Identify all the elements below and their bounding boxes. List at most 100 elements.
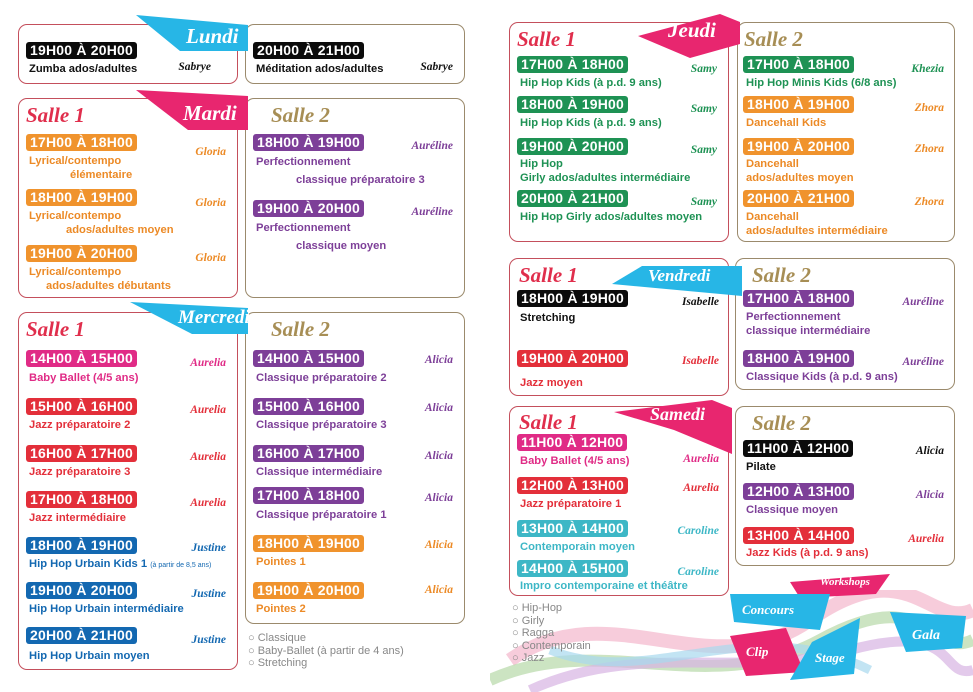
course-name: Perfectionnement <box>256 156 351 168</box>
legend-item: ○ Contemporain <box>512 639 591 652</box>
time-pill: 18H00 À 19H00 <box>26 189 137 206</box>
day-label-jeudi: Jeudi <box>668 18 716 42</box>
room-title: Salle 2 <box>752 411 811 435</box>
time-pill: 17H00 À 18H00 <box>253 487 364 504</box>
time-pill: 16H00 À 17H00 <box>26 445 137 462</box>
teacher-name: Isabelle <box>681 296 719 308</box>
course-level: élémentaire <box>70 169 133 181</box>
room-title: Salle 1 <box>26 103 85 127</box>
course-name: Zumba ados/adultes <box>29 63 138 75</box>
course-name: Jazz moyen <box>520 377 583 389</box>
teacher-name: Alicia <box>424 354 453 366</box>
time-pill: 14H00 À 15H00 <box>26 350 137 367</box>
time-pill: 14H00 À 15H00 <box>517 560 628 577</box>
teacher-name: Justine <box>191 634 226 646</box>
time-pill: 13H00 À 14H00 <box>743 527 854 544</box>
course-name: Classique Kids (à p.d. 9 ans) <box>746 371 898 383</box>
course-name: Classique intermédiaire <box>256 466 383 478</box>
event-flags <box>730 574 966 680</box>
teacher-name: Alicia <box>915 445 944 457</box>
course-name: Dancehall Kids <box>746 117 827 129</box>
teacher-name: Gloria <box>195 197 226 209</box>
time-pill: 18H00 À 19H00 <box>26 537 137 554</box>
day-label-samedi: Samedi <box>650 404 706 424</box>
course-level: ados/adultes intermédiaire <box>746 225 888 237</box>
teacher-name: Auréline <box>902 356 944 368</box>
teacher-name: Isabelle <box>681 355 719 367</box>
course-name: Jazz intermédiaire <box>29 512 127 524</box>
time-pill: 17H00 À 18H00 <box>26 491 137 508</box>
course-name: Lyrical/contempo <box>29 155 122 167</box>
teacher-name: Alicia <box>424 584 453 596</box>
teacher-name: Auréline <box>411 140 453 152</box>
day-flag-vendredi <box>612 266 742 296</box>
time-pill: 20H00 À 21H00 <box>743 190 854 207</box>
day-label-mercredi: Mercredi <box>178 307 250 328</box>
teacher-name: Alicia <box>915 489 944 501</box>
room-title: Salle 2 <box>271 317 330 341</box>
course-name: Baby Ballet (4/5 ans) <box>520 455 630 467</box>
course-age-note: (à partir de 8,5 ans) <box>150 562 212 569</box>
course-name: Dancehall <box>746 158 799 170</box>
time-pill: 19H00 À 20H00 <box>253 200 364 217</box>
time-pill: 12H00 À 13H00 <box>743 483 854 500</box>
course-name: Hip Hop Urbain intermédiaire <box>29 603 184 615</box>
time-pill: 15H00 À 16H00 <box>253 398 364 415</box>
room-title: Salle 2 <box>744 27 803 51</box>
course-name: Jazz préparatoire 1 <box>520 498 622 510</box>
course-name: Hip Hop Girly ados/adultes moyen <box>520 211 703 223</box>
legend-item: ○ Baby-Ballet (à partir de 4 ans) <box>248 644 404 657</box>
time-pill: 14H00 À 15H00 <box>253 350 364 367</box>
teacher-name: Zhora <box>914 196 944 208</box>
time-pill: 18H00 À 19H00 <box>517 290 628 307</box>
course-level: Girly ados/adultes intermédiaire <box>520 172 691 184</box>
time-pill: 16H00 À 17H00 <box>253 445 364 462</box>
time-pill: 20H00 À 21H00 <box>517 190 628 207</box>
time-pill: 19H00 À 20H00 <box>26 582 137 599</box>
teacher-name: Justine <box>191 542 226 554</box>
teacher-name: Aurelia <box>908 533 944 545</box>
teacher-name: Gloria <box>195 146 226 158</box>
room-title: Salle 1 <box>519 263 578 287</box>
jeudi-salle2-box <box>737 22 955 242</box>
time-pill: 17H00 À 18H00 <box>743 290 854 307</box>
mardi-salle2-box <box>245 98 465 298</box>
teacher-name: Alicia <box>424 492 453 504</box>
day-label-lundi: Lundi <box>186 24 239 48</box>
day-label-mardi: Mardi <box>183 101 237 125</box>
time-pill: 17H00 À 18H00 <box>517 56 628 73</box>
course-level: ados/adultes débutants <box>46 280 171 292</box>
time-pill: 18H00 À 19H00 <box>253 535 364 552</box>
event-stage: Stage <box>815 650 845 665</box>
course-level: classique préparatoire 3 <box>296 174 425 186</box>
course-name: Classique moyen <box>746 504 839 516</box>
teacher-name: Samy <box>690 63 717 75</box>
teacher-name: Aurelia <box>190 451 226 463</box>
course-name: Perfectionnement <box>746 311 841 323</box>
legend-item: ○ Classique <box>248 632 307 644</box>
course-level: ados/adultes moyen <box>66 224 174 236</box>
event-concours: Concours <box>742 602 795 617</box>
legend-item: ○ Hip-Hop <box>512 602 563 614</box>
course-title: Hip Hop Urbain Kids 1 <box>29 558 148 570</box>
legend-item: ○ Girly <box>512 614 545 627</box>
time-pill: 18H00 À 19H00 <box>517 96 628 113</box>
teacher-name: Sabrye <box>178 61 211 73</box>
teacher-name: Zhora <box>914 143 944 155</box>
time-pill: 19H00 À 20H00 <box>743 138 854 155</box>
day-label-vendredi: Vendredi <box>648 266 711 285</box>
teacher-name: Alicia <box>424 402 453 414</box>
time-pill: 18H00 À 19H00 <box>743 350 854 367</box>
teacher-name: Aurelia <box>683 482 719 494</box>
course-name: Dancehall <box>746 211 799 223</box>
time-pill: 19H00 À 20H00 <box>26 245 137 262</box>
course-level: classique moyen <box>296 240 387 252</box>
event-gala: Gala <box>912 628 940 643</box>
course-name: Pilate <box>746 461 776 473</box>
time-pill: 13H00 À 14H00 <box>517 520 628 537</box>
teacher-name: Aurelia <box>190 357 226 369</box>
day-flag-lundi <box>136 15 248 51</box>
teacher-name: Zhora <box>914 102 944 114</box>
teacher-name: Alicia <box>424 450 453 462</box>
legend-item: ○ Ragga <box>512 627 555 639</box>
